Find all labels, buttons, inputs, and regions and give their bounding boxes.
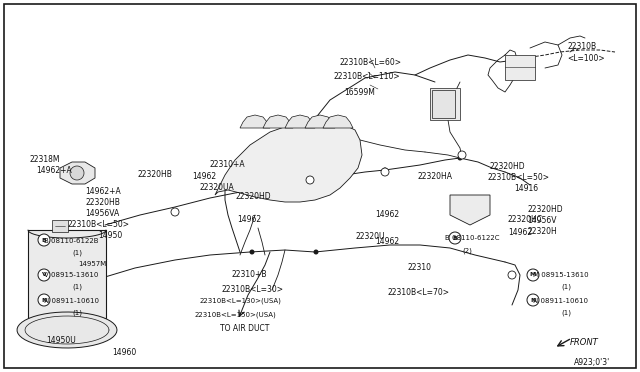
Text: 14962+A: 14962+A [36,166,72,175]
Polygon shape [432,90,455,118]
Text: FRONT: FRONT [570,338,599,347]
Circle shape [449,232,461,244]
Text: 22310B<L=50>: 22310B<L=50> [488,173,550,182]
Text: 14957M: 14957M [78,261,106,267]
Text: 22310B<L=150>(USA): 22310B<L=150>(USA) [195,311,276,317]
Text: (2): (2) [462,248,472,254]
Text: 22318M: 22318M [30,155,61,164]
Polygon shape [430,88,460,120]
Text: 22310B<L=70>: 22310B<L=70> [388,288,450,297]
Polygon shape [17,312,117,348]
Text: (1): (1) [72,310,82,317]
Text: 14962: 14962 [375,237,399,246]
Circle shape [38,234,50,246]
Text: 22310B<L=130>(USA): 22310B<L=130>(USA) [200,298,282,305]
Text: 22320UA: 22320UA [200,183,235,192]
Text: V 08915-13610: V 08915-13610 [44,272,99,278]
Polygon shape [285,115,315,128]
Circle shape [306,176,314,184]
Text: 14962: 14962 [192,172,216,181]
Text: 14962: 14962 [237,215,261,224]
Text: N: N [42,298,47,302]
Circle shape [38,294,50,306]
Text: (1): (1) [72,250,82,257]
Text: 14950: 14950 [98,231,122,240]
Text: 22310B<L=30>: 22310B<L=30> [222,285,284,294]
Circle shape [381,168,389,176]
Polygon shape [323,115,353,128]
Polygon shape [240,115,270,128]
Circle shape [508,271,516,279]
Text: M 08915-13610: M 08915-13610 [533,272,589,278]
Text: 22320HB: 22320HB [137,170,172,179]
Text: 22320HD: 22320HD [490,162,525,171]
Polygon shape [505,55,535,80]
Text: 14962+A: 14962+A [85,187,121,196]
Circle shape [171,208,179,216]
Text: 14962: 14962 [375,210,399,219]
Polygon shape [450,195,490,225]
Polygon shape [215,122,362,202]
Text: 22320HD: 22320HD [235,192,271,201]
Circle shape [527,294,539,306]
Text: 14956V: 14956V [527,216,557,225]
Circle shape [250,250,255,254]
Polygon shape [60,162,95,184]
Text: 14950U: 14950U [46,336,76,345]
Text: 22310B: 22310B [567,42,596,51]
Text: 16599M: 16599M [344,88,375,97]
Text: TO AIR DUCT: TO AIR DUCT [220,324,269,333]
Text: B 08110-6122C: B 08110-6122C [445,235,499,241]
Text: (1): (1) [72,284,82,291]
Text: (1): (1) [561,284,571,291]
Text: 22310B<L=60>: 22310B<L=60> [340,58,402,67]
Circle shape [70,166,84,180]
Text: N 08911-10610: N 08911-10610 [533,298,588,304]
Text: 22320HA: 22320HA [418,172,453,181]
Text: 14956VA: 14956VA [85,209,119,218]
Text: N: N [531,298,536,302]
Circle shape [383,167,387,173]
Text: 14962: 14962 [508,228,532,237]
Polygon shape [263,115,293,128]
Text: M: M [530,273,536,278]
Text: 22320HD: 22320HD [527,205,563,214]
Circle shape [314,250,319,254]
Text: (1): (1) [561,310,571,317]
Text: <L=100>: <L=100> [567,54,605,63]
Text: 22320H: 22320H [527,227,557,236]
Text: 22310: 22310 [408,263,432,272]
Polygon shape [305,115,335,128]
Text: 22320HB: 22320HB [85,198,120,207]
Text: 22320U: 22320U [355,232,385,241]
Circle shape [458,151,466,159]
Text: 22310B<L=50>: 22310B<L=50> [68,220,130,229]
Text: 22320HC: 22320HC [508,215,543,224]
Text: B: B [42,237,47,243]
Text: 14916: 14916 [514,184,538,193]
Text: V: V [42,273,47,278]
Circle shape [458,155,463,160]
Text: N 08911-10610: N 08911-10610 [44,298,99,304]
Text: 22310B<L=110>: 22310B<L=110> [334,72,401,81]
Text: 22310+B: 22310+B [232,270,268,279]
Polygon shape [52,220,68,232]
Circle shape [527,269,539,281]
Circle shape [38,269,50,281]
Text: B: B [452,235,458,241]
Text: 14960: 14960 [112,348,136,357]
Text: B 08110-6122B: B 08110-6122B [44,238,99,244]
Text: 22310+A: 22310+A [210,160,246,169]
Text: A923;0'3': A923;0'3' [574,358,611,367]
Polygon shape [28,230,106,318]
